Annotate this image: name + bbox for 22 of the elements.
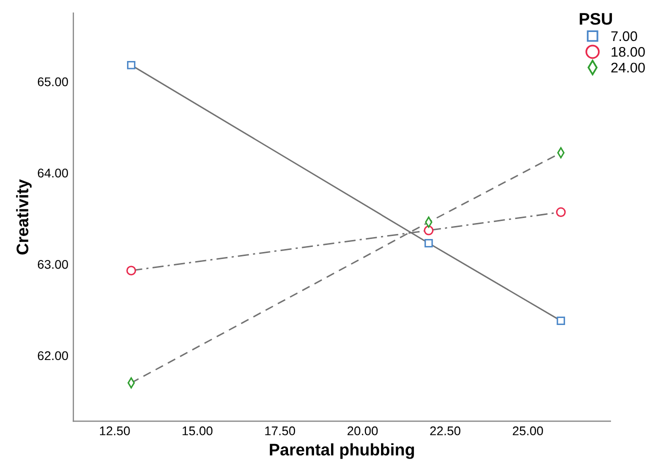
point (556, 316, 566, 325)
y-tick-label: 65.00 (38, 77, 68, 86)
x-tick-label: 15.00 (182, 426, 212, 436)
point (424, 226, 434, 236)
x-tick-label: 20.00 (348, 426, 378, 436)
y-axis-title: Creativity (16, 179, 32, 254)
x-tick-label: 17.50 (265, 426, 296, 436)
x-axis-title: Parental phubbing (270, 443, 414, 459)
legend-label: 18.00 (612, 46, 645, 57)
x-tick-label: 22.50 (430, 426, 460, 436)
y-tick-label: 63.00 (38, 260, 68, 269)
point (126, 266, 136, 276)
y-tick-label: 64.00 (38, 168, 68, 178)
point (556, 207, 566, 217)
point (424, 239, 433, 248)
point (127, 60, 136, 70)
legend-label: 24.00 (611, 62, 645, 73)
x-tick-label: 25.00 (512, 426, 543, 436)
legend-title: PSU (580, 13, 612, 25)
legend-label: 7.00 (611, 31, 638, 42)
x-tick-label: 12.50 (100, 426, 130, 436)
y-tick-label: 62.00 (38, 351, 68, 360)
